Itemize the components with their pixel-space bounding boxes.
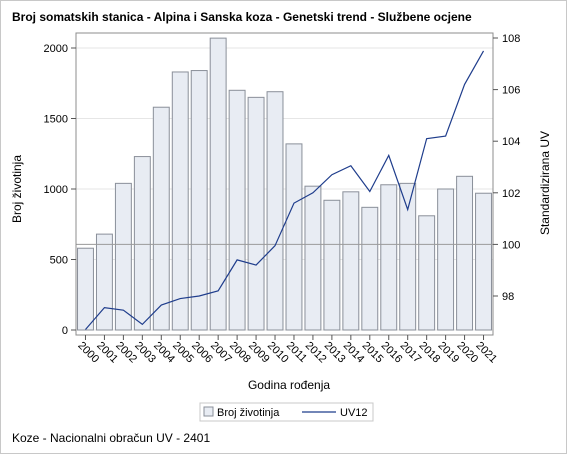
plot-area: 0500100015002000981001021041061082000200… (44, 32, 520, 366)
bar (133, 156, 151, 331)
bar (228, 89, 246, 331)
footnote: Koze - Nacionalni obračun UV - 2401 (12, 431, 210, 445)
bar (418, 215, 436, 331)
plot-frame (75, 32, 494, 336)
bar (114, 182, 132, 331)
bar (209, 37, 227, 331)
bar (437, 188, 455, 331)
x-tick-label: 2006 (189, 340, 215, 366)
x-tick-label: 2001 (94, 340, 120, 366)
legend-label-broj-zivotinja: Broj životinja (217, 407, 280, 419)
x-tick-label: 2017 (398, 340, 424, 366)
x-tick-label: 2015 (360, 340, 386, 366)
bar (95, 233, 113, 331)
x-tick-label: 2018 (417, 340, 443, 366)
x-tick-label: 2007 (208, 340, 234, 366)
bar (266, 91, 284, 331)
legend-label-uv12: UV12 (340, 407, 368, 419)
y2-tick-label: 102 (502, 188, 520, 200)
x-tick-label: 2000 (75, 340, 101, 366)
bar (399, 182, 417, 331)
y-tick-label: 2000 (44, 43, 68, 55)
y-tick-label: 500 (50, 255, 68, 267)
x-tick-label: 2008 (227, 340, 253, 366)
x-tick-label: 2011 (284, 340, 309, 365)
bar (475, 192, 492, 331)
x-tick-label: 2005 (170, 340, 196, 366)
y2-axis-label: Standardizirana UV (538, 131, 552, 235)
bar (285, 143, 303, 331)
x-axis-label: Godina rođenja (248, 378, 330, 392)
y-tick-label: 0 (62, 325, 68, 337)
legend-bar-swatch (203, 406, 214, 417)
chart-title: Broj somatskih stanica - Alpina i Sanska… (12, 10, 472, 24)
bar (456, 175, 474, 331)
bar (171, 71, 189, 331)
bar (342, 191, 360, 331)
y-tick-label: 1000 (44, 184, 68, 196)
y2-tick-label: 106 (502, 85, 520, 97)
y2-tick-label: 98 (502, 291, 514, 303)
bar (361, 206, 379, 331)
x-tick-label: 2016 (379, 340, 405, 366)
legend: Broj životinja UV12 (199, 402, 374, 422)
bar (304, 185, 322, 331)
y2-tick-label: 100 (502, 239, 520, 251)
bar (247, 96, 265, 331)
y-axis-label: Broj životinja (10, 155, 24, 223)
x-tick-label: 2003 (132, 340, 158, 366)
x-tick-label: 2021 (473, 340, 499, 366)
bar (380, 184, 398, 331)
x-tick-label: 2019 (435, 340, 461, 366)
x-tick-label: 2009 (246, 340, 272, 366)
x-tick-label: 2014 (341, 340, 367, 366)
legend-frame (199, 402, 374, 422)
x-tick-label: 2020 (454, 340, 480, 366)
y2-tick-label: 104 (502, 136, 520, 148)
y-tick-label: 1500 (44, 114, 68, 126)
bar (77, 247, 94, 331)
uv12-line (85, 50, 485, 330)
y2-tick-label: 108 (502, 33, 520, 45)
bar (323, 199, 341, 331)
x-tick-label: 2012 (303, 340, 329, 366)
x-tick-label: 2002 (113, 340, 139, 366)
x-tick-label: 2004 (151, 340, 177, 366)
x-tick-label: 2013 (322, 340, 348, 366)
x-tick-label: 2010 (265, 340, 291, 366)
bar (190, 70, 208, 331)
bar (152, 106, 170, 331)
